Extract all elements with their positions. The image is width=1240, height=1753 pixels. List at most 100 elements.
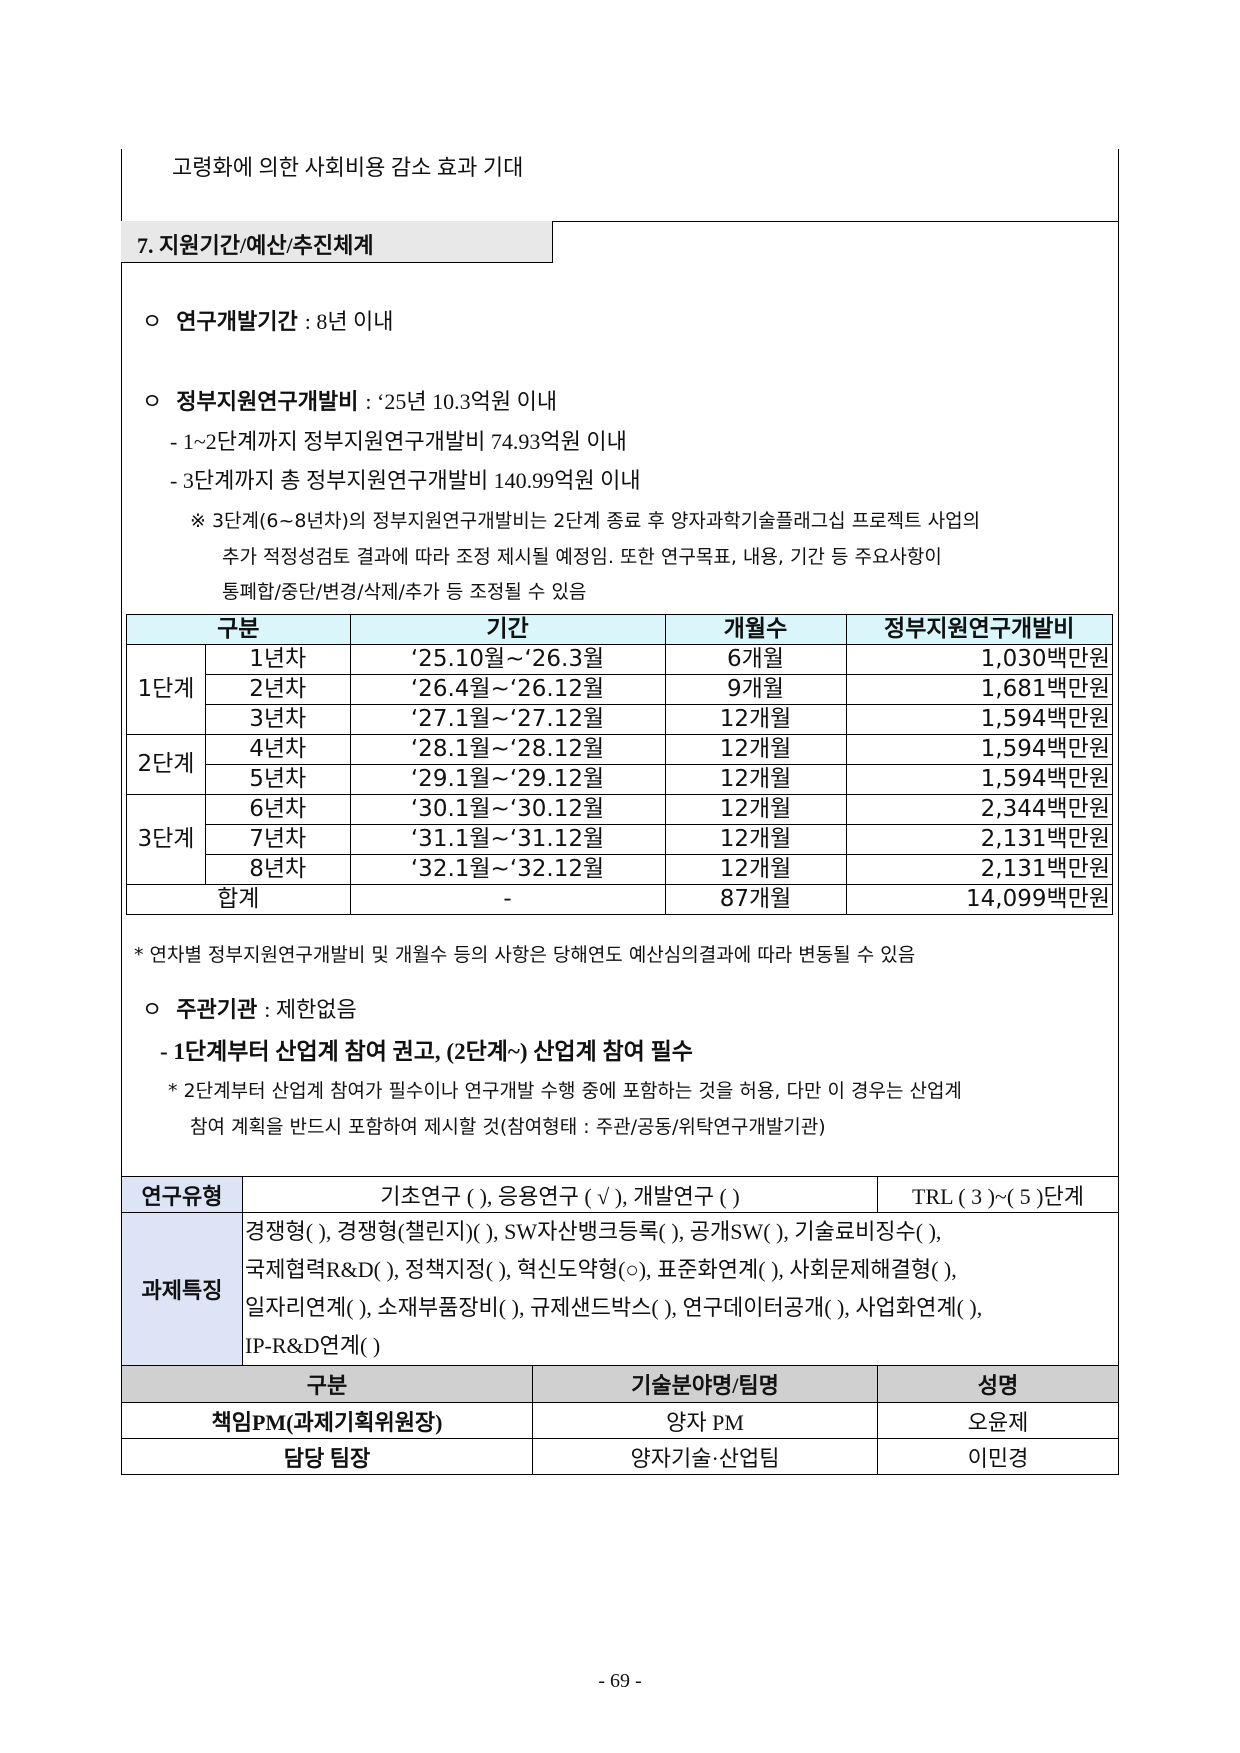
host-line: ㅇ 주관기관 : 제한없음 [142,992,357,1024]
feature-line: 국제협력R&D( ), 정책지정( ), 혁신도약형(○), 표준화연계( ),… [245,1257,957,1282]
months-cell: 12개월 [664,734,847,765]
table-row: 8년차 ‘32.1월~‘32.12월 12개월 2,131백만원 [127,854,1114,885]
host-value: : 제한없음 [264,997,357,1022]
staff-header: 구분 기술분야명/팀명 성명 [121,1365,1119,1403]
info-table: 연구유형 기초연구 ( ), 응용연구 ( √ ), 개발연구 ( ) TRL … [121,1176,1119,1475]
host-item: - 1단계부터 산업계 참여 권고, (2단계~) 산업계 참여 필수 [160,1039,693,1064]
months-cell: 6개월 [664,644,847,675]
page-number: - 69 - [598,1670,642,1692]
period-cell: ‘31.1월~‘31.12월 [349,824,666,855]
year-cell: 6년차 [205,794,351,825]
budget-item: - 1~2단계까지 정부지원연구개발비 74.93억원 이내 [170,429,627,454]
header-cell: 구분 [126,614,351,645]
budget-line: ㅇ 정부지원연구개발비 : ‘25년 10.3억원 이내 [142,384,557,416]
header-cell: 성명 [877,1365,1119,1403]
months-cell: 12개월 [664,824,847,855]
stage-cell: 3단계 [126,794,206,885]
table-row: 1단계 1년차 ‘25.10월~‘26.3월 6개월 1,030백만원 [126,644,1114,735]
amount-cell: 1,594백만원 [845,704,1114,735]
period-cell: ‘30.1월~‘30.12월 [349,794,666,825]
header-cell: 기술분야명/팀명 [532,1365,878,1403]
months-cell: 12개월 [664,704,847,735]
feature-line: 일자리연계( ), 소재부품장비( ), 규제샌드박스( ), 연구데이터공개(… [245,1295,983,1320]
budget-value: : ‘25년 10.3억원 이내 [365,389,558,414]
period-cell: ‘29.1월~‘29.12월 [349,764,666,795]
team-cell: 양자 PM [532,1402,878,1439]
total-row: 합계 -87개월 14,099백만원 [126,884,1114,915]
feature-row: 과제특징 경쟁형( ), 경쟁형(챌린지)( ), SW자산뱅크등록( ), 공… [121,1212,1119,1366]
table-footnote: * 연차별 정부지원연구개발비 및 개월수 등의 사항은 당해연도 예산심의결과… [134,944,916,966]
table-row: 3년차 ‘27.1월~‘27.12월 12개월 1,594백만원 [127,704,1114,735]
role-cell: 책임PM(과제기획위원장) [121,1402,533,1439]
bullet-icon: ㅇ [142,310,163,335]
table-row: 5년차 ‘29.1월~‘29.12월 12개월 1,594백만원 [127,764,1114,795]
trl-value: TRL ( 3 )~( 5 )단계 [877,1176,1119,1213]
host-label: 주관기관 [176,998,258,1023]
stage-cell: 1단계 [126,644,206,735]
amount-cell: 1,594백만원 [845,734,1114,765]
table-row: 2년차 ‘26.4월~‘26.12월 9개월 1,681백만원 [127,674,1114,705]
amount-cell: 2,344백만원 [845,794,1114,825]
section-title: 7. 지원기간/예산/추진체계 [137,233,374,258]
total-label: 합계 [126,884,351,915]
amount-cell: 2,131백만원 [845,824,1114,855]
type-row: 연구유형 기초연구 ( ), 응용연구 ( √ ), 개발연구 ( ) TRL … [121,1176,1119,1213]
role-cell: 담당 팀장 [121,1438,533,1475]
budget-note: 통폐합/중단/변경/삭제/추가 등 조정될 수 있음 [222,581,587,603]
feature-list: 경쟁형( ), 경쟁형(챌린지)( ), SW자산뱅크등록( ), 공개SW( … [242,1212,1119,1366]
bullet-icon: ㅇ [142,998,163,1023]
year-cell: 1년차 [205,644,351,675]
total-period: - [349,884,666,915]
header-cell: 구분 [121,1365,533,1403]
header-cell: 정부지원연구개발비 [845,614,1114,645]
year-cell: 2년차 [205,674,351,705]
header-cell: 개월수 [664,614,847,645]
period-value: : 8년 이내 [304,309,394,334]
year-cell: 3년차 [205,704,351,735]
team-cell: 양자기술·산업팀 [532,1438,878,1475]
budget-table: 구분 기간 개월수 정부지원연구개발비 1단계 1년차 ‘25.10월~‘26.3월… [126,614,1114,915]
period-line: ㅇ 연구개발기간 : 8년 이내 [142,304,394,336]
months-cell: 12개월 [664,854,847,885]
period-cell: ‘27.1월~‘27.12월 [349,704,666,735]
months-cell: 12개월 [664,764,847,795]
budget-note: ※ 3단계(6~8년차)의 정부지원연구개발비는 2단계 종료 후 양자과학기술… [190,510,981,532]
feature-line: 경쟁형( ), 경쟁형(챌린지)( ), SW자산뱅크등록( ), 공개SW( … [245,1219,942,1244]
type-value: 기초연구 ( ), 응용연구 ( √ ), 개발연구 ( ) [242,1176,878,1213]
amount-cell: 1,594백만원 [845,764,1114,795]
year-cell: 7년차 [205,824,351,855]
header-cell: 기간 [349,614,666,645]
total-amount: 14,099백만원 [845,884,1114,915]
feature-line: IP-R&D연계( ) [245,1333,381,1358]
name-cell: 이민경 [877,1438,1119,1475]
host-note: 참여 계획을 반드시 포함하여 제시할 것(참여형태 : 주관/공동/위탁연구개… [190,1116,826,1138]
year-cell: 5년차 [205,764,351,795]
bullet-icon: ㅇ [142,390,163,415]
staff-row: 담당 팀장 양자기술·산업팀 이민경 [121,1438,1119,1475]
budget-item: - 3단계까지 총 정부지원연구개발비 140.99억원 이내 [170,468,641,493]
table-header: 구분 기간 개월수 정부지원연구개발비 [126,614,1114,645]
period-label: 연구개발기간 [176,310,298,335]
box-right-border [1118,149,1119,1176]
total-months: 87개월 [664,884,847,915]
year-cell: 4년차 [205,734,351,765]
stage-cell: 2단계 [126,734,206,795]
months-cell: 12개월 [664,794,847,825]
host-note: * 2단계부터 산업계 참여가 필수이나 연구개발 수행 중에 포함하는 것을 … [168,1080,962,1102]
period-cell: ‘28.1월~‘28.12월 [349,734,666,765]
budget-label: 정부지원연구개발비 [176,390,359,415]
table-row: 7년차 ‘31.1월~‘31.12월 12개월 2,131백만원 [127,824,1114,855]
feature-label: 과제특징 [121,1212,243,1366]
table-row: 2단계 4년차 ‘28.1월~‘28.12월 12개월 1,594백만원 [126,734,1114,795]
period-cell: ‘26.4월~‘26.12월 [349,674,666,705]
divider [121,221,1119,222]
period-cell: ‘32.1월~‘32.12월 [349,854,666,885]
amount-cell: 1,030백만원 [845,644,1114,675]
months-cell: 9개월 [664,674,847,705]
amount-cell: 2,131백만원 [845,854,1114,885]
name-cell: 오윤제 [877,1402,1119,1439]
amount-cell: 1,681백만원 [845,674,1114,705]
budget-note: 추가 적정성검토 결과에 따라 조정 제시될 예정임. 또한 연구목표, 내용,… [222,546,942,568]
table-row: 3단계 6년차 ‘30.1월~‘30.12월 12개월 2,344백만원 [126,794,1114,885]
prev-text: 고령화에 의한 사회비용 감소 효과 기대 [172,155,524,180]
